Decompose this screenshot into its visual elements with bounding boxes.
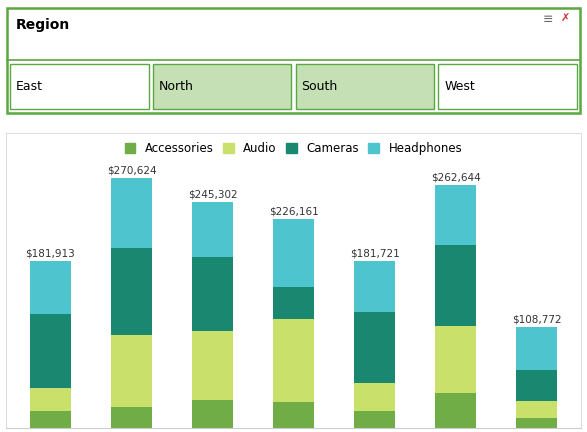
Bar (436, 185, 476, 245)
Bar (436, 245, 476, 326)
Bar (30, 261, 70, 314)
Text: ✗: ✗ (561, 13, 571, 23)
Text: $181,721: $181,721 (350, 248, 399, 258)
Bar (30, 388, 70, 411)
Text: South: South (302, 79, 338, 92)
Bar (111, 178, 151, 248)
Bar (517, 401, 557, 418)
FancyBboxPatch shape (296, 64, 434, 108)
Text: ≡: ≡ (543, 13, 554, 26)
Text: Region: Region (16, 18, 70, 32)
Bar (111, 248, 151, 336)
Legend: Accessories, Audio, Cameras, Headphones: Accessories, Audio, Cameras, Headphones (122, 139, 465, 159)
FancyBboxPatch shape (153, 64, 291, 108)
Bar (30, 314, 70, 388)
Bar (111, 407, 151, 428)
Bar (192, 257, 232, 331)
Text: North: North (159, 79, 194, 92)
FancyBboxPatch shape (438, 64, 576, 108)
Bar (355, 261, 395, 311)
Bar (273, 287, 314, 319)
Bar (273, 319, 314, 402)
Text: $226,161: $226,161 (269, 206, 318, 216)
Text: East: East (16, 79, 43, 92)
Bar (436, 326, 476, 393)
Text: $181,913: $181,913 (26, 248, 75, 258)
Bar (355, 411, 395, 428)
Bar (273, 219, 314, 287)
Bar (355, 384, 395, 411)
FancyBboxPatch shape (11, 64, 149, 108)
Text: $108,772: $108,772 (512, 314, 561, 324)
Bar (192, 202, 232, 257)
Text: $245,302: $245,302 (188, 189, 237, 199)
Bar (273, 402, 314, 428)
Bar (355, 311, 395, 384)
Bar (111, 336, 151, 407)
Bar (436, 393, 476, 428)
Bar (517, 370, 557, 401)
Bar (192, 400, 232, 428)
Bar (30, 411, 70, 428)
Text: $270,624: $270,624 (107, 165, 156, 175)
Bar (192, 331, 232, 400)
FancyBboxPatch shape (7, 8, 580, 113)
Text: $262,644: $262,644 (431, 172, 480, 182)
Bar (517, 327, 557, 370)
Text: West: West (444, 79, 475, 92)
Bar (517, 418, 557, 428)
